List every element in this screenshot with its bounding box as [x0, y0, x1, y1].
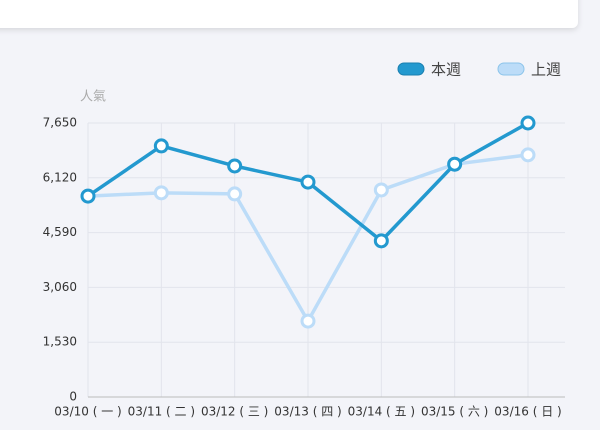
legend-label: 上週 — [531, 61, 561, 79]
y-tick-label: 7,650 — [43, 116, 77, 130]
point — [80, 188, 96, 204]
card — [0, 0, 578, 28]
point — [153, 185, 169, 201]
point — [520, 147, 536, 163]
point — [227, 186, 243, 202]
y-tick-label: 3,060 — [43, 280, 77, 294]
x-tick-label: 03/12 ( 三 ) — [201, 405, 268, 419]
point — [447, 156, 463, 172]
y-tick-label: 4,590 — [43, 225, 77, 239]
x-tick-label: 03/14 ( 五 ) — [348, 405, 415, 419]
point — [153, 138, 169, 154]
point — [300, 174, 316, 190]
x-tick-label: 03/15 ( 六 ) — [421, 405, 488, 419]
x-tick-label: 03/16 ( 日 ) — [494, 405, 561, 419]
x-tick-label: 03/11 ( 二 ) — [128, 405, 195, 419]
legend-swatch — [397, 62, 425, 76]
y-axis-title: 人氣 — [80, 90, 106, 105]
point — [373, 182, 389, 198]
point — [300, 313, 316, 329]
point — [520, 115, 536, 131]
point — [227, 158, 243, 174]
x-tick-label: 03/10 ( 一 ) — [54, 405, 121, 419]
y-tick-label: 6,120 — [43, 170, 77, 184]
legend-label: 本週 — [431, 61, 461, 79]
y-tick-label: 1,530 — [43, 335, 77, 349]
x-tick-label: 03/13 ( 四 ) — [274, 405, 341, 419]
point — [373, 233, 389, 249]
legend-swatch — [497, 62, 525, 76]
y-tick-label: 0 — [69, 390, 77, 404]
